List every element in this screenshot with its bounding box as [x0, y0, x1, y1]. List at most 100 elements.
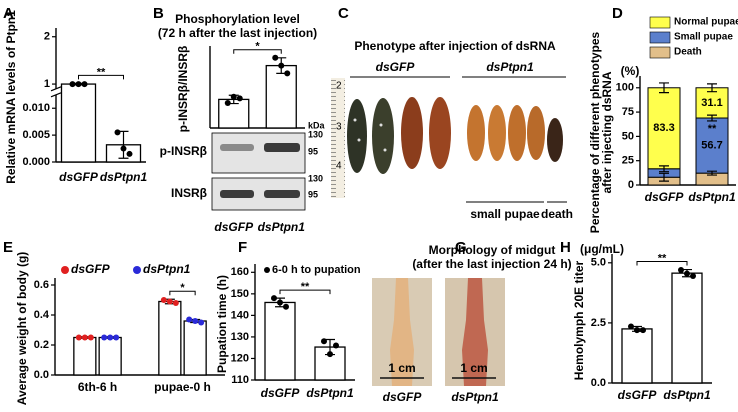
- x-tick-label: dsGFP: [214, 220, 254, 234]
- bar: [265, 64, 297, 129]
- data-point: [198, 319, 205, 326]
- error-bar: [707, 170, 717, 176]
- data-point: [272, 54, 279, 61]
- small-pupa: [467, 105, 485, 161]
- x-tick-label: dsPtpn1: [663, 388, 711, 402]
- y-tick-label: 75: [622, 106, 634, 118]
- y-axis-label: Relative mRNA levels of Ptpn1: [4, 10, 18, 184]
- significance-label: **: [97, 66, 106, 78]
- y-tick-label: 0.005: [22, 129, 50, 141]
- group-label: dsPtpn1: [486, 60, 534, 74]
- blot-frame: [211, 132, 306, 174]
- data-point: [321, 338, 327, 345]
- midgut-photo: Morphology of midgut (after the last inj…: [372, 243, 572, 404]
- data-point: [628, 323, 634, 330]
- data-point: [120, 145, 127, 152]
- photo-label: dsGFP: [383, 390, 423, 404]
- photo-title: (after the last injection 24 h): [412, 257, 571, 271]
- group-label: dsGFP: [376, 60, 416, 74]
- legend-swatch: [649, 31, 671, 44]
- dead-larva: [547, 118, 563, 162]
- bar: [98, 336, 122, 376]
- error-bar: [707, 83, 717, 93]
- y-axis-label: Hemolymph 20E titer: [572, 260, 586, 380]
- blot-unit: kDa: [308, 120, 326, 130]
- x-tick-label: 6th-6 h: [78, 380, 117, 394]
- y-tick-label: 110: [231, 374, 249, 386]
- data-point: [172, 300, 179, 306]
- x-tick-label: dsGFP: [261, 386, 301, 400]
- larva-spot: [379, 123, 383, 127]
- x-tick-label: dsPtpn1: [688, 190, 736, 204]
- bar: [158, 300, 182, 376]
- panel-letter: A: [3, 5, 14, 22]
- value-label: 31.1: [701, 97, 722, 109]
- data-point: [101, 334, 108, 341]
- y-axis-label: after injecting dsRNA: [600, 71, 614, 193]
- significance-bracket: [233, 49, 282, 54]
- y-tick-label: 0.0: [591, 377, 606, 389]
- ruler-number: 4: [336, 161, 342, 172]
- data-point: [271, 295, 277, 302]
- scale-label: 1 cm: [460, 361, 487, 375]
- data-point: [236, 95, 243, 102]
- error-bar: [659, 165, 669, 173]
- value-label: 56.7: [701, 139, 722, 151]
- legend-label: Normal pupae: [674, 17, 738, 28]
- photo-title: Morphology of midgut: [429, 243, 556, 257]
- x-tick-label: dsPtpn1: [258, 220, 306, 234]
- axis-break: [51, 88, 61, 95]
- bar: [671, 272, 703, 384]
- data-point: [278, 62, 285, 69]
- pupa: [401, 97, 423, 169]
- y-axis-label: Pupation time (h): [215, 275, 229, 373]
- significance-bracket: [169, 290, 196, 296]
- y-tick-label: 160: [231, 266, 249, 278]
- blot-band: [264, 143, 300, 152]
- panel-letter: C: [338, 5, 349, 22]
- data-point: [75, 334, 82, 341]
- data-point: [113, 334, 120, 341]
- x-tick-label: dsGFP: [618, 388, 658, 402]
- significance-label: **: [301, 281, 310, 293]
- legend-swatch: [649, 16, 671, 29]
- panel-letter: G: [455, 239, 467, 256]
- ruler-ticks: [331, 78, 345, 198]
- blot-band: [264, 190, 300, 198]
- legend-marker: [133, 266, 141, 274]
- bar: [183, 320, 207, 376]
- midgut: [390, 278, 414, 386]
- significance-label: *: [255, 41, 260, 53]
- y-axis-label: p-INSRβ/INSRβ: [176, 46, 190, 133]
- larva: [347, 99, 367, 173]
- panel-letter: E: [3, 239, 13, 256]
- y-tick-label: 0.000: [22, 156, 50, 168]
- data-point: [81, 334, 88, 341]
- photo-note: death: [541, 207, 573, 221]
- legend-label: 6-0 h to pupation: [272, 264, 361, 276]
- y-tick-label: 150: [231, 288, 249, 300]
- data-point: [283, 303, 289, 310]
- data-point: [678, 267, 684, 274]
- blot-band: [220, 190, 254, 198]
- data-point: [684, 270, 690, 277]
- data-point: [126, 150, 133, 157]
- larva: [372, 98, 394, 174]
- y-tick-label: 130: [231, 331, 249, 343]
- blot-marker: 130: [308, 173, 323, 183]
- legend-marker: [264, 267, 270, 273]
- blot-marker: 130: [308, 129, 323, 139]
- y-tick-label: 0: [628, 179, 634, 191]
- y-tick-label: 2: [44, 31, 50, 43]
- y-tick-label: 25: [622, 155, 634, 167]
- midgut: [462, 278, 488, 386]
- ruler-number: 2: [336, 81, 342, 92]
- legend-label: dsGFP: [71, 262, 111, 276]
- small-pupa: [508, 105, 526, 161]
- significance-label: **: [708, 123, 717, 135]
- blot-band: [220, 144, 254, 151]
- panel-letter: H: [560, 239, 571, 256]
- y-axis-unit: (μg/mL): [580, 242, 624, 256]
- bar: [60, 83, 97, 163]
- chart-title: (72 h after the last injection): [158, 26, 317, 40]
